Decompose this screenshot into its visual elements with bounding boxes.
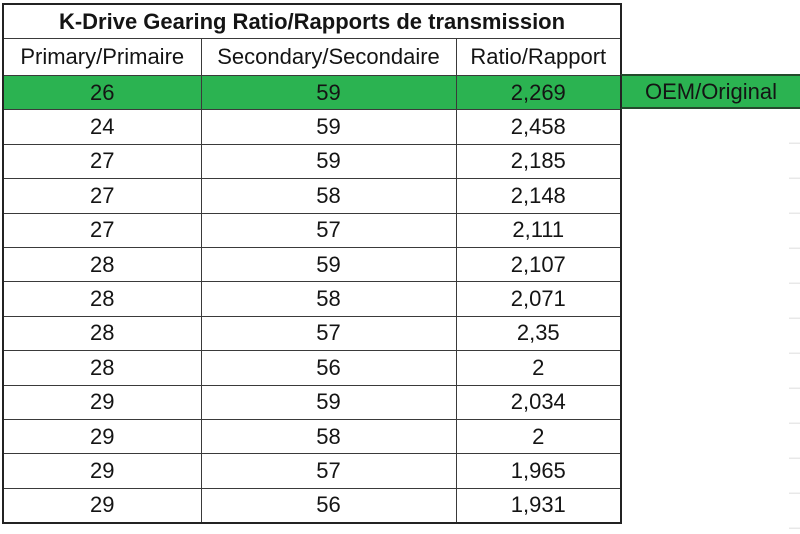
cell-ratio: 1,931 [455, 487, 622, 524]
table-row: 27 59 2,185 [2, 143, 622, 180]
cell-secondary: 56 [200, 487, 457, 524]
column-header-row: Primary/Primaire Secondary/Secondaire Ra… [2, 38, 622, 76]
cell-primary: 28 [2, 246, 202, 283]
table-row: 24 59 2,458 [2, 109, 622, 145]
cell-primary: 29 [2, 487, 202, 524]
table-body: 26 59 2,269 24 59 2,458 27 59 2,185 27 5… [2, 74, 622, 524]
cell-secondary: 59 [200, 246, 457, 283]
table-row: 29 59 2,034 [2, 384, 622, 420]
table-row: 29 57 1,965 [2, 453, 622, 489]
cell-secondary: 59 [200, 384, 457, 420]
table-title: K-Drive Gearing Ratio/Rapports de transm… [2, 3, 622, 39]
cell-secondary: 57 [200, 212, 457, 248]
cell-secondary: 56 [200, 350, 457, 386]
cell-ratio: 2 [455, 350, 622, 386]
cell-secondary: 58 [200, 281, 457, 317]
cell-primary: 24 [2, 109, 202, 145]
cell-primary: 29 [2, 384, 202, 420]
column-header-secondary: Secondary/Secondaire [200, 38, 457, 76]
cell-ratio: 2,071 [455, 281, 622, 317]
cell-secondary: 59 [200, 143, 457, 180]
table-row: 27 58 2,148 [2, 178, 622, 214]
cell-secondary: 57 [200, 315, 457, 352]
cell-ratio: 2,185 [455, 143, 622, 180]
table-row: 28 59 2,107 [2, 246, 622, 283]
cell-ratio: 2,034 [455, 384, 622, 420]
column-header-primary: Primary/Primaire [2, 38, 202, 76]
cell-secondary: 59 [200, 74, 457, 111]
cell-primary: 29 [2, 418, 202, 455]
gearing-table: K-Drive Gearing Ratio/Rapports de transm… [2, 3, 623, 525]
cell-ratio: 2,269 [455, 74, 622, 111]
table-row: 26 59 2,269 [2, 74, 622, 111]
cell-primary: 27 [2, 212, 202, 248]
table-row: 29 56 1,931 [2, 487, 622, 524]
cell-ratio: 2,107 [455, 246, 622, 283]
cell-secondary: 59 [200, 109, 457, 145]
table-row: 28 57 2,35 [2, 315, 622, 352]
cell-secondary: 58 [200, 418, 457, 455]
cell-primary: 28 [2, 281, 202, 317]
cell-secondary: 58 [200, 178, 457, 214]
cell-ratio: 2,111 [455, 212, 622, 248]
column-header-ratio: Ratio/Rapport [455, 38, 622, 76]
table-row: 29 58 2 [2, 418, 622, 455]
cell-primary: 28 [2, 315, 202, 352]
table-row: 28 58 2,071 [2, 281, 622, 317]
cell-primary: 29 [2, 453, 202, 489]
cell-primary: 26 [2, 74, 202, 111]
cell-primary: 27 [2, 143, 202, 180]
cell-ratio: 2,148 [455, 178, 622, 214]
title-row: K-Drive Gearing Ratio/Rapports de transm… [2, 3, 622, 39]
cell-primary: 27 [2, 178, 202, 214]
cell-primary: 28 [2, 350, 202, 386]
cell-secondary: 57 [200, 453, 457, 489]
cell-ratio: 2,458 [455, 109, 622, 145]
cell-ratio: 1,965 [455, 453, 622, 489]
cell-ratio: 2 [455, 418, 622, 455]
sheet-gridline-remnants [789, 109, 800, 533]
table-row: 27 57 2,111 [2, 212, 622, 248]
table-row: 28 56 2 [2, 350, 622, 386]
oem-original-note: OEM/Original [620, 74, 800, 109]
cell-ratio: 2,35 [455, 315, 622, 352]
